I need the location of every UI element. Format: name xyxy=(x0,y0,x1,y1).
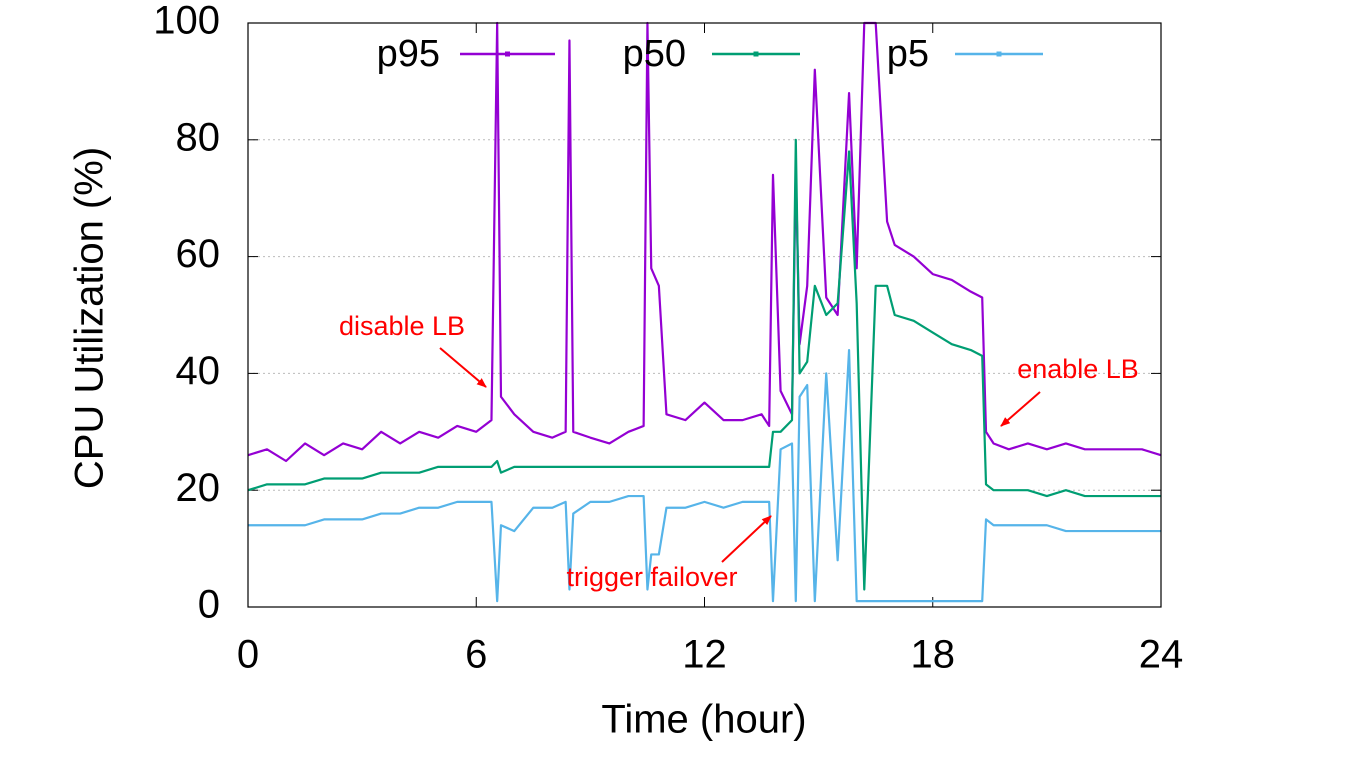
annotation-arrow xyxy=(439,347,487,388)
legend-marker xyxy=(996,51,1002,57)
series-line xyxy=(247,21,1162,463)
y-tick-label: 60 xyxy=(176,232,221,276)
x-tick-label: 12 xyxy=(682,633,727,677)
x-axis-title: Time (hour) xyxy=(601,698,806,742)
series-line xyxy=(248,348,1161,603)
y-tick-label: 100 xyxy=(153,0,220,43)
legend-marker xyxy=(505,51,510,57)
x-tick-label: 24 xyxy=(1139,633,1184,677)
x-tick-label: 0 xyxy=(237,633,259,677)
legend-label: p50 xyxy=(623,33,686,75)
series-line xyxy=(247,138,1161,591)
annotation-arrow xyxy=(1000,391,1041,427)
legend-label: p5 xyxy=(887,33,929,75)
plot-frame xyxy=(247,22,1162,608)
legend-label: p95 xyxy=(377,33,440,75)
y-tick-label: 40 xyxy=(176,349,221,393)
y-tick-label: 20 xyxy=(176,466,221,510)
annotation: disable LB xyxy=(339,311,465,341)
annotation: enable LB xyxy=(1017,354,1139,384)
annotation-arrow xyxy=(721,515,772,563)
x-tick-label: 18 xyxy=(911,633,956,677)
legend-marker xyxy=(753,51,759,57)
x-tick-label: 6 xyxy=(465,633,487,677)
y-tick-label: 0 xyxy=(198,583,220,627)
y-axis-title: CPU Utilization (%) xyxy=(68,147,112,489)
y-tick-label: 80 xyxy=(176,115,221,159)
annotation: trigger failover xyxy=(566,562,737,592)
